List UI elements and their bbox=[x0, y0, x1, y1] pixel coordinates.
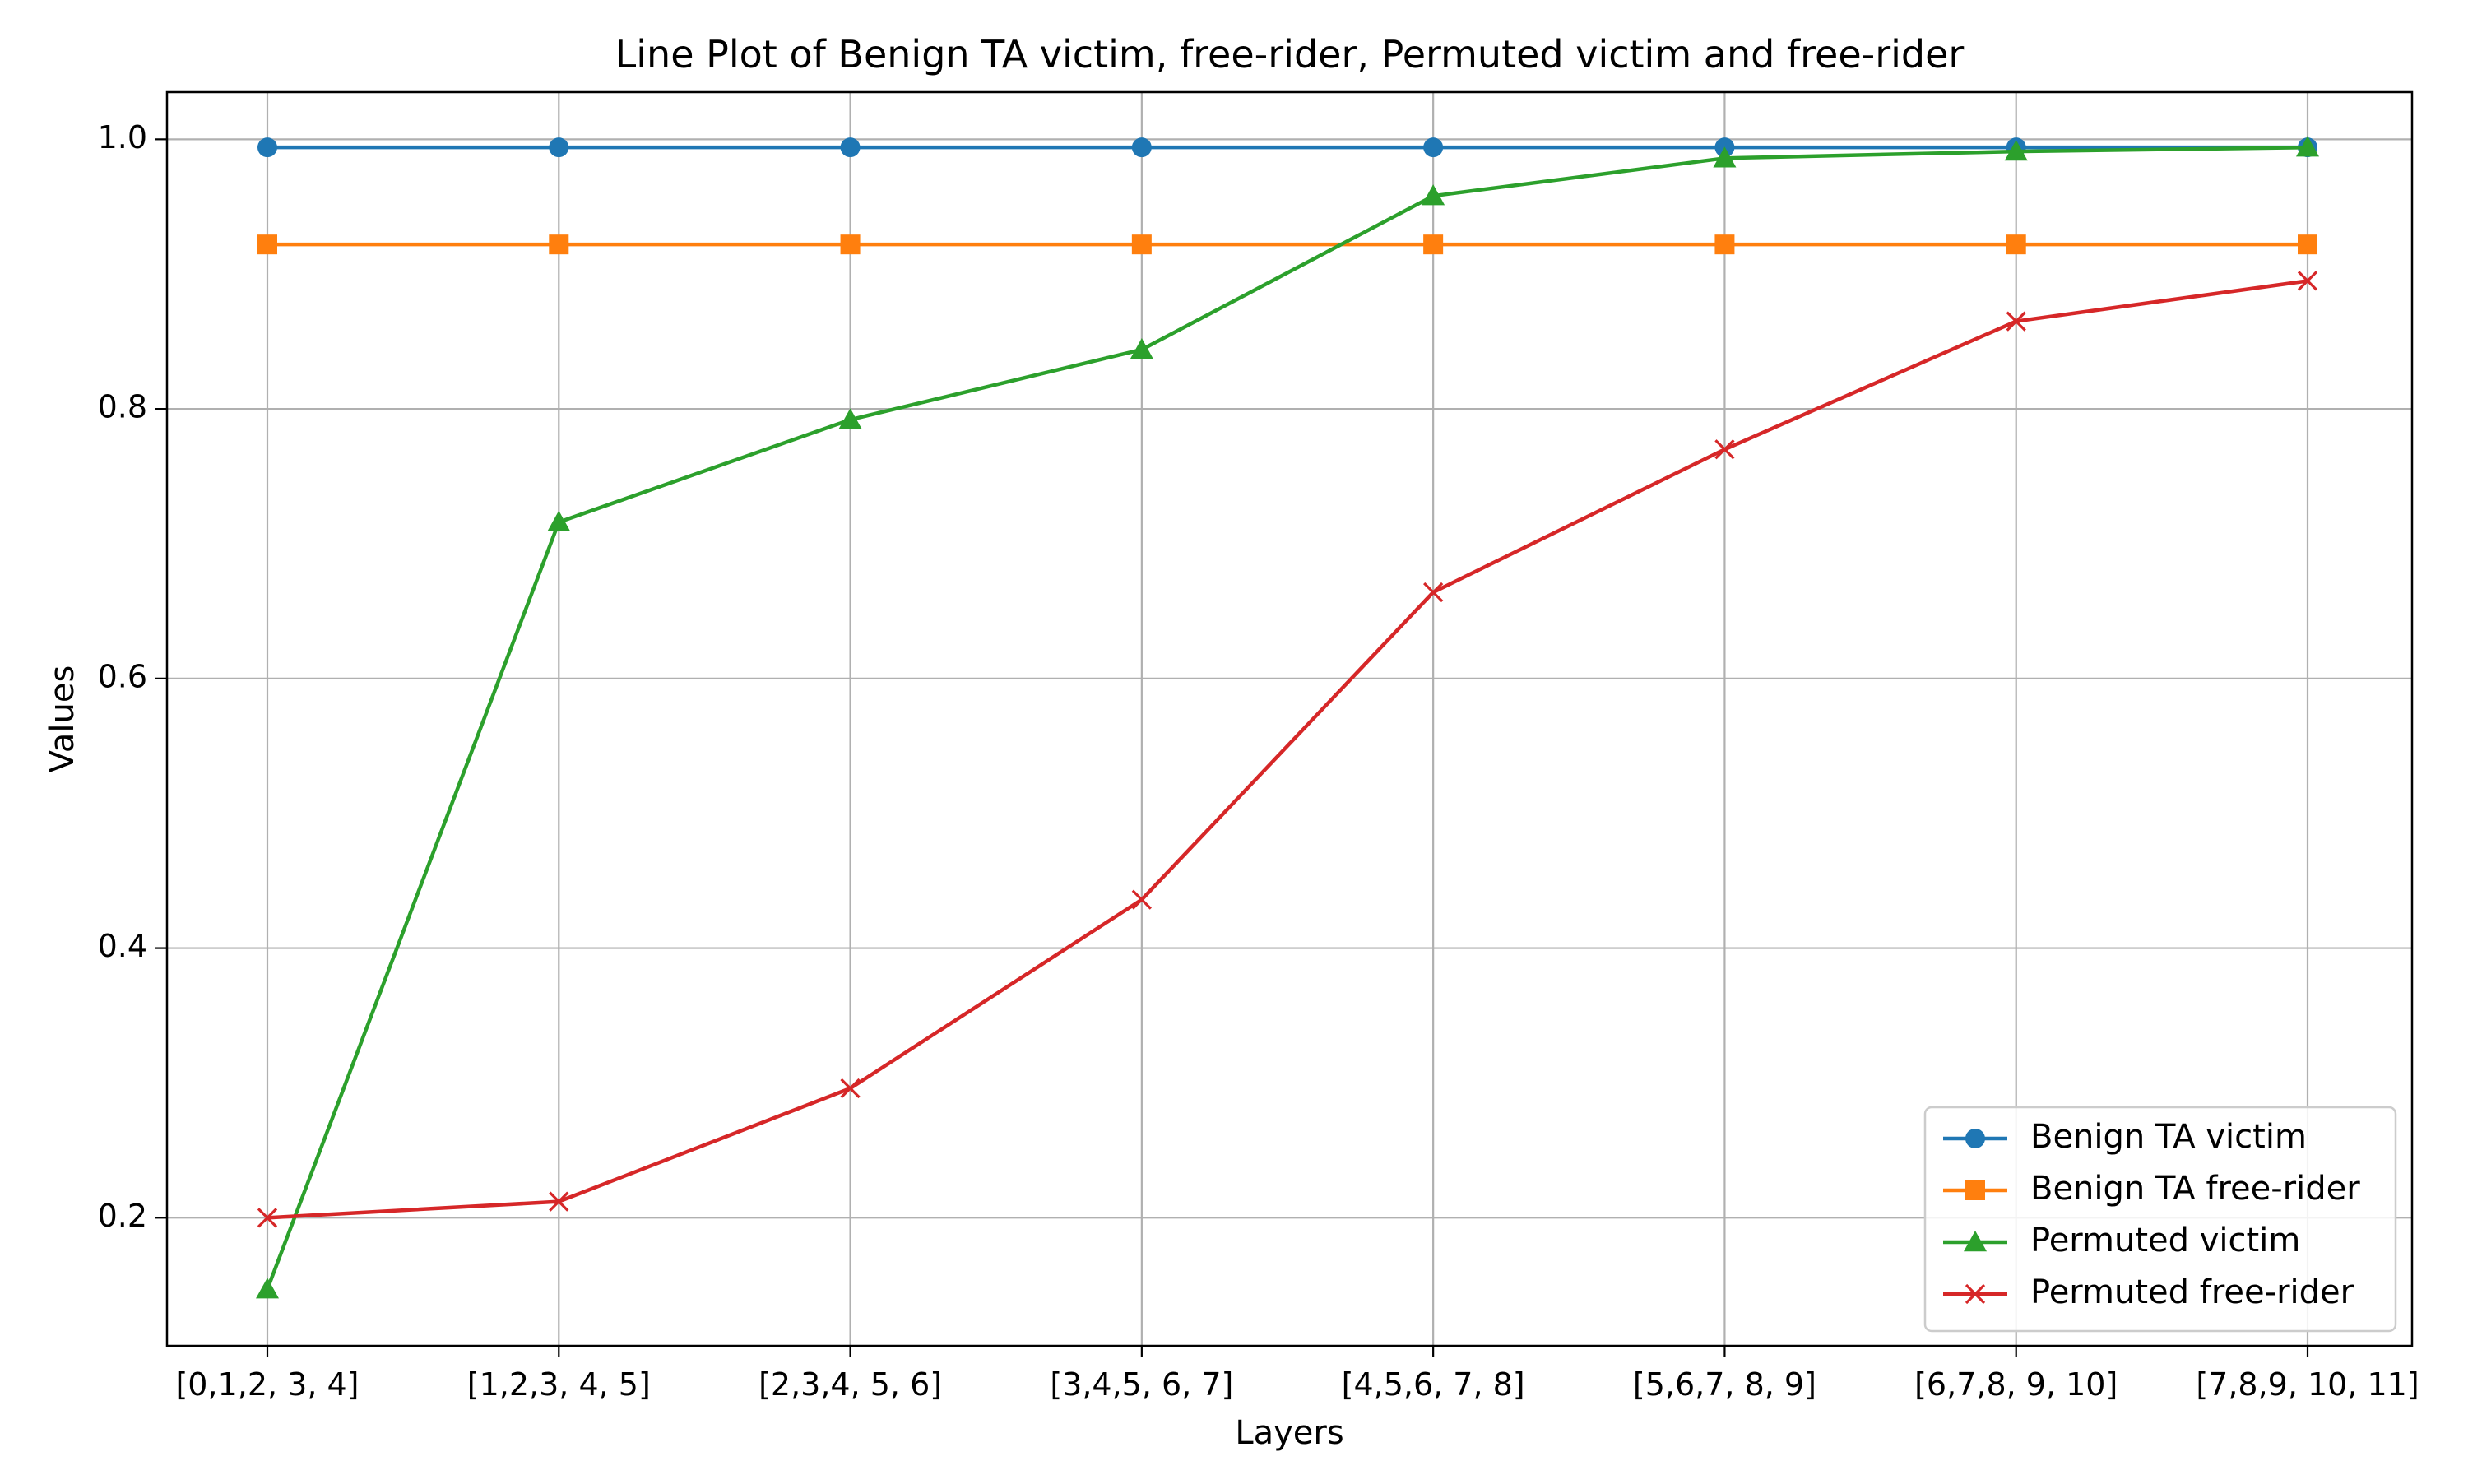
legend-marker bbox=[1965, 1283, 1986, 1305]
series-benign-ta-free-rider bbox=[257, 234, 2317, 255]
x-axis-label: Layers bbox=[1235, 1414, 1343, 1452]
x-tick-label: [5,6,7, 8, 9] bbox=[1633, 1366, 1816, 1403]
data-point bbox=[257, 234, 277, 255]
grid-layer bbox=[167, 92, 2412, 1346]
x-tick-label: [3,4,5, 6, 7] bbox=[1050, 1366, 1233, 1403]
legend-marker bbox=[1965, 1180, 1985, 1200]
data-point bbox=[840, 234, 861, 255]
data-point bbox=[1423, 234, 1444, 255]
legend-label: Benign TA free-rider bbox=[2030, 1170, 2360, 1208]
legend-item: Benign TA victim bbox=[1943, 1118, 2307, 1156]
axis-ticks: [0,1,2, 3, 4] [1,2,3, 4, 5] [2,3,4, 5, 6] [… bbox=[98, 119, 2419, 1403]
legend-marker bbox=[1964, 1231, 1987, 1252]
legend-label: Benign TA victim bbox=[2030, 1118, 2307, 1156]
data-point bbox=[1423, 137, 1444, 158]
legend-label: Permuted free-rider bbox=[2030, 1273, 2354, 1311]
y-tick-label: 0.4 bbox=[98, 928, 147, 964]
legend-marker bbox=[1965, 1129, 1985, 1148]
data-point bbox=[257, 137, 277, 158]
x-tick-label: [6,7,8, 9, 10] bbox=[1914, 1366, 2118, 1403]
y-tick-label: 1.0 bbox=[98, 119, 147, 155]
series-line bbox=[265, 145, 2308, 1290]
legend-box bbox=[1923, 1106, 2397, 1333]
legend-item: Permuted victim bbox=[1943, 1222, 2300, 1259]
legend-item: Permuted free-rider bbox=[1943, 1273, 2354, 1311]
series-permuted-free-rider bbox=[257, 271, 2318, 1228]
data-point bbox=[2006, 311, 2026, 332]
data-point bbox=[2296, 136, 2319, 157]
data-point bbox=[2006, 234, 2026, 255]
data-point bbox=[2004, 140, 2028, 161]
data-point bbox=[840, 137, 861, 158]
data-point bbox=[257, 1208, 278, 1228]
data-point bbox=[1423, 582, 1444, 603]
y-axis-label: Values bbox=[44, 665, 81, 773]
x-tick-label: [2,3,4, 5, 6] bbox=[758, 1366, 942, 1403]
legend-label: Permuted victim bbox=[2030, 1222, 2300, 1259]
x-tick-label: [1,2,3, 4, 5] bbox=[467, 1366, 651, 1403]
data-point bbox=[840, 1078, 861, 1099]
data-point bbox=[1714, 234, 1735, 255]
data-point bbox=[1130, 337, 1153, 359]
y-tick-label: 0.6 bbox=[98, 658, 147, 694]
y-tick-label: 0.8 bbox=[98, 389, 147, 425]
data-point bbox=[1422, 184, 1445, 206]
series-permuted-victim bbox=[256, 136, 2319, 1299]
x-tick-label: [4,5,6, 7, 8] bbox=[1342, 1366, 1525, 1403]
series-line bbox=[267, 279, 2308, 1220]
x-tick-label: [0,1,2, 3, 4] bbox=[175, 1366, 359, 1403]
data-point bbox=[2298, 234, 2317, 255]
data-point bbox=[549, 137, 569, 158]
data-point bbox=[1131, 137, 1152, 158]
legend-item: Benign TA free-rider bbox=[1943, 1170, 2360, 1208]
x-tick-label: [7,8,9, 10, 11] bbox=[2196, 1366, 2419, 1403]
series-layer bbox=[256, 136, 2319, 1299]
chart-title: Line Plot of Benign TA victim, free-ride… bbox=[615, 32, 1965, 77]
data-point bbox=[549, 1191, 569, 1212]
data-point bbox=[1131, 889, 1152, 910]
plot-area-frame bbox=[165, 90, 2414, 1347]
legend: Benign TA victim Benign TA free-rider Perm… bbox=[1923, 1106, 2397, 1333]
data-point bbox=[1131, 234, 1152, 255]
data-point bbox=[549, 234, 569, 255]
data-point bbox=[547, 510, 571, 531]
y-tick-label: 0.2 bbox=[98, 1198, 147, 1234]
data-point bbox=[1713, 146, 1737, 168]
data-point bbox=[256, 1278, 279, 1299]
data-point bbox=[1714, 439, 1735, 460]
data-point bbox=[838, 408, 862, 429]
data-point bbox=[2297, 271, 2318, 291]
